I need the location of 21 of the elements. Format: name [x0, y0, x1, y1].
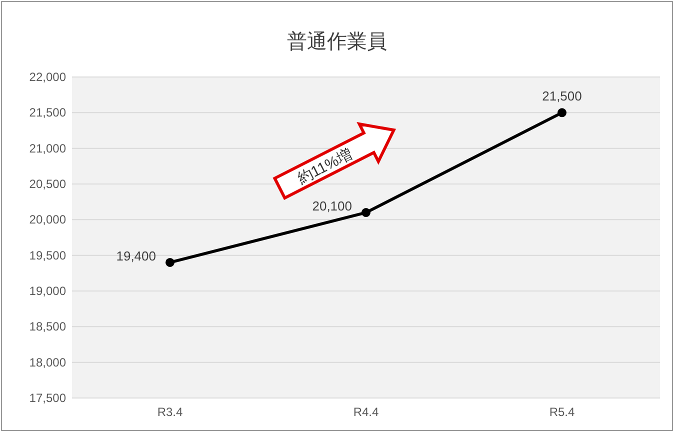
chart-title: 普通作業員	[287, 30, 387, 53]
x-tick-label: R4.4	[353, 405, 379, 419]
annotation: 約11%増	[294, 146, 356, 188]
y-tick-label: 20,000	[29, 212, 66, 227]
x-tick-label: R3.4	[157, 405, 183, 419]
point	[558, 108, 566, 118]
point	[362, 208, 370, 218]
y-tick-label: 22,000	[29, 70, 66, 84]
y-tick-label: 19,500	[29, 248, 66, 262]
y-tick-label: 18,500	[29, 320, 66, 334]
y-tick-label: 18,000	[29, 355, 66, 370]
data-label: 20,100	[312, 198, 352, 214]
point	[166, 258, 174, 267]
x-tick-label: R5.4	[549, 405, 575, 419]
data-label: 21,500	[542, 88, 582, 104]
y-tick-label: 20,500	[29, 177, 66, 191]
data-label: 19,400	[116, 248, 156, 264]
y-tick-label: 19,000	[29, 284, 66, 298]
y-tick-label: 21,000	[29, 141, 66, 156]
y-tick-label: 21,500	[29, 106, 66, 120]
y-tick-label: 17,500	[29, 391, 66, 405]
